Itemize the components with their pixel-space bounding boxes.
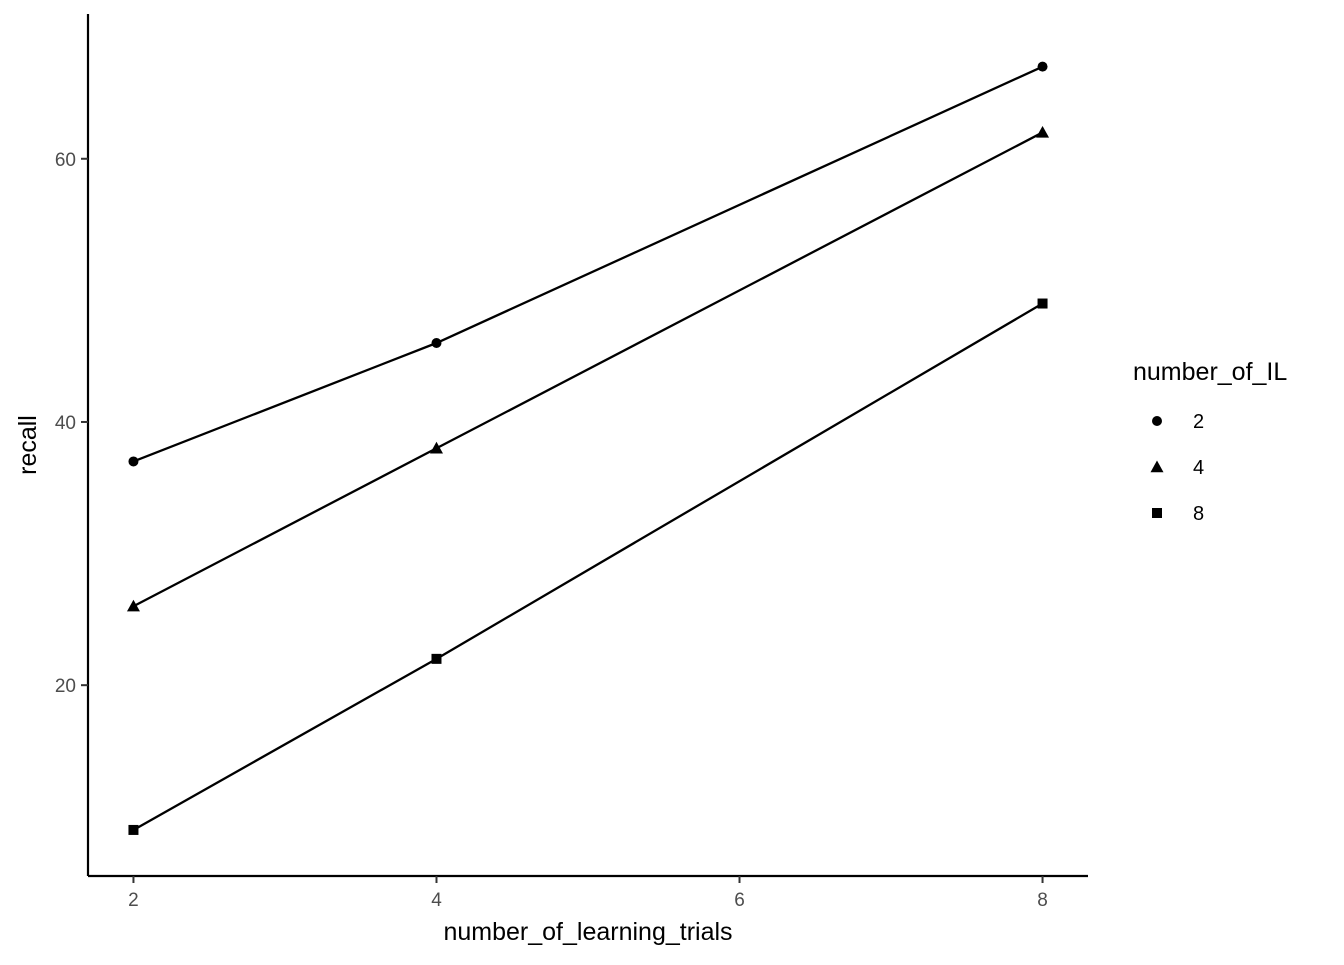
series-line-2: [133, 65, 1044, 463]
series-8: [128, 298, 1048, 835]
series-line-4: [132, 131, 1044, 608]
y-axis-title: recall: [14, 415, 42, 475]
legend-label: 4: [1193, 457, 1204, 479]
x-axis-title: number_of_learning_trials: [443, 918, 732, 946]
tick-layer: 2 4 6 8 20 40 60: [55, 150, 1048, 911]
data-point-4: [1036, 125, 1050, 138]
legend-key-2: [1152, 416, 1162, 426]
data-point-8: [431, 653, 442, 664]
series-2: [128, 61, 1048, 467]
data-point-4: [126, 599, 140, 612]
series-layer: [126, 61, 1050, 835]
data-point-4: [429, 441, 443, 454]
legend-items: 2 4 8: [1150, 411, 1204, 525]
x-tick-label: 6: [734, 890, 745, 911]
y-tick-label: 20: [55, 676, 76, 697]
data-point-8: [128, 824, 139, 835]
x-tick-label: 2: [128, 890, 139, 911]
axis-layer: [86, 14, 1088, 878]
series-line-8: [132, 302, 1044, 831]
legend: number_of_IL 2 4 8: [1133, 358, 1287, 525]
y-tick-label: 60: [55, 150, 76, 171]
series-4: [126, 125, 1050, 612]
y-tick-label: 40: [55, 413, 76, 434]
legend-key-4: [1150, 460, 1164, 473]
data-point-2: [128, 456, 139, 467]
data-point-2: [1037, 61, 1048, 72]
data-point-8: [1037, 298, 1048, 309]
legend-key-8: [1152, 508, 1162, 518]
legend-title: number_of_IL: [1133, 358, 1287, 386]
x-tick-label: 8: [1037, 890, 1048, 911]
data-point-2: [431, 338, 442, 349]
legend-label: 2: [1193, 411, 1204, 433]
x-tick-label: 4: [431, 890, 442, 911]
legend-label: 8: [1193, 503, 1204, 525]
